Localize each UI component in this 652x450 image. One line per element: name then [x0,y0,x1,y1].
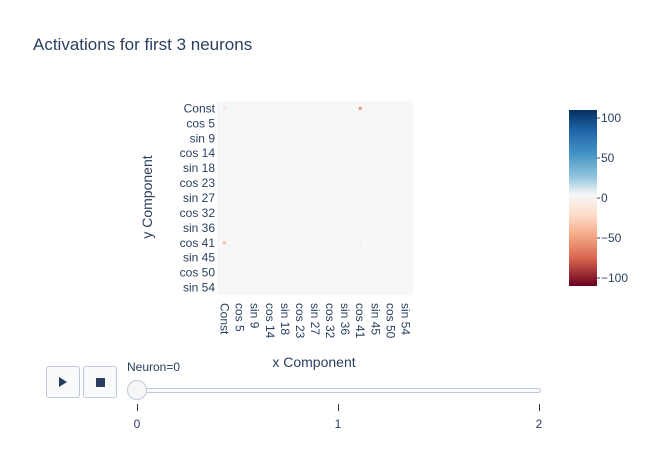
play-button[interactable] [46,366,80,398]
x-tick-label: cos 5 [233,303,247,332]
y-tick-label: sin 36 [183,221,215,235]
colorbar [569,110,597,286]
heatmap-cell [358,106,362,110]
y-tick-label: sin 18 [183,161,215,175]
y-tick-label: cos 14 [180,146,216,160]
heatmap-background [217,101,413,295]
colorbar-ticks: 100 50 0 −50 −100 [597,111,628,285]
heatmap-cell [313,241,317,245]
y-tick-label: cos 41 [180,236,216,250]
x-tick-label: sin 45 [368,303,382,335]
slider-tick [137,404,138,411]
colorbar-tick-label: −100 [601,271,628,285]
x-tick-label: cos 14 [263,303,277,339]
x-tick-label: sin 27 [308,303,322,335]
y-tick-label: cos 50 [180,266,216,280]
x-tick-label: cos 41 [353,303,367,339]
colorbar-tick-label: −50 [601,231,622,245]
slider-current-value: Neuron=0 [127,360,181,374]
heatmap-cell [223,241,227,245]
slider-tick [338,404,339,411]
y-tick-label: cos 5 [186,116,215,130]
x-tick-label: cos 50 [383,303,397,339]
y-tick-label: sin 27 [183,191,215,205]
x-tick-label: cos 32 [323,303,337,339]
chart-title: Activations for first 3 neurons [33,35,252,54]
heatmap-cells [217,101,413,295]
x-tick-label: sin 54 [398,303,412,335]
x-axis-title: x Component [272,354,355,370]
slider-handle[interactable] [127,380,147,400]
x-axis-ticks: Const cos 5 sin 9 cos 14 sin 18 cos 23 sin 27 c… [218,303,413,339]
stop-icon [95,377,105,387]
slider-rail[interactable] [137,388,541,393]
heatmap-cell [223,106,227,110]
x-tick-label: Const [218,303,232,335]
y-tick-label: Const [184,101,216,115]
colorbar-tick-label: 50 [601,151,615,165]
colorbar-tick-label: 100 [601,111,621,125]
y-tick-label: sin 45 [183,251,215,265]
slider-tick-label: 2 [535,417,543,431]
x-tick-label: sin 18 [278,303,292,335]
slider-tick-label: 1 [334,417,342,431]
slider-tick [539,404,540,411]
colorbar-tick-label: 0 [601,191,608,205]
y-tick-label: cos 32 [180,206,216,220]
heatmap-cell [358,196,362,200]
y-tick-label: sin 54 [183,281,215,295]
y-tick-label: sin 9 [190,131,216,145]
slider-tick-label: 0 [133,417,141,431]
y-axis-title: y Component [139,155,155,238]
x-tick-label: sin 9 [248,303,262,329]
stop-button[interactable] [83,366,117,398]
y-tick-label: cos 23 [180,176,216,190]
play-icon [59,377,67,387]
heatmap-cell [358,241,362,245]
x-tick-label: sin 36 [338,303,352,335]
x-tick-label: cos 23 [293,303,307,339]
